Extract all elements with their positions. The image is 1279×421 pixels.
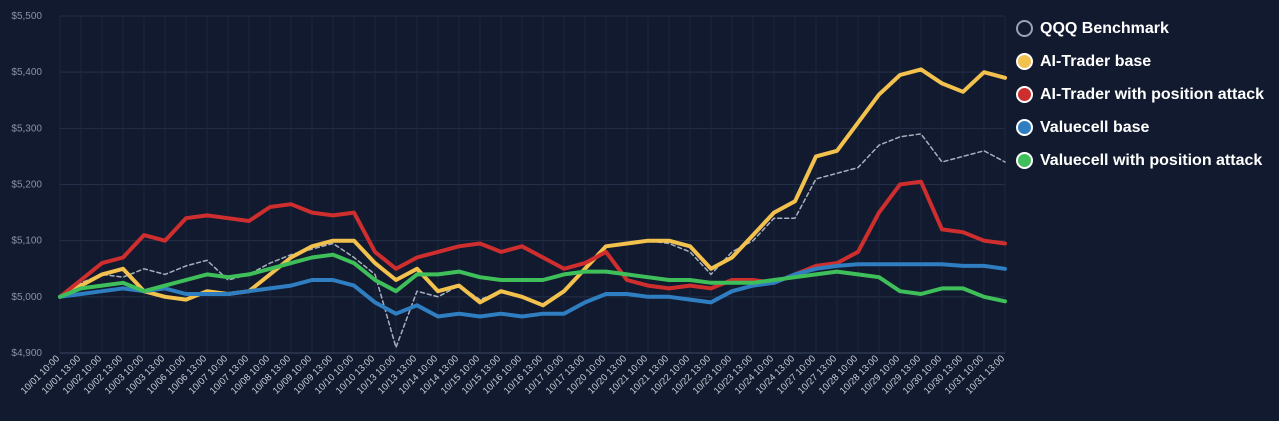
y-tick-label: $4,900: [11, 348, 42, 359]
legend-marker-valuecell-attack: [1016, 152, 1033, 169]
series-line-1: [58, 67, 1007, 308]
y-tick-label: $5,100: [11, 236, 42, 247]
legend-item-qqq-benchmark[interactable]: QQQ Benchmark: [1016, 12, 1264, 45]
legend-item-valuecell-attack[interactable]: Valuecell with position attack: [1016, 144, 1264, 177]
legend-label-valuecell-attack: Valuecell with position attack: [1040, 151, 1263, 169]
series-line-2: [58, 179, 1007, 299]
series-line-4: [58, 252, 1007, 304]
legend-marker-qqq-benchmark: [1016, 20, 1033, 37]
legend: QQQ Benchmark AI-Trader base AI-Trader w…: [1016, 12, 1264, 177]
y-tick-label: $5,300: [11, 123, 42, 134]
series-line-3: [58, 262, 1007, 319]
y-axis-ticks: $4,900 $5,000 $5,100 $5,200 $5,300 $5,400 $5,5…: [11, 11, 42, 359]
y-tick-label: $5,400: [11, 67, 42, 78]
grid-lines: [59, 15, 1006, 354]
legend-marker-ai-trader-attack: [1016, 86, 1033, 103]
legend-item-valuecell-base[interactable]: Valuecell base: [1016, 111, 1264, 144]
legend-label-qqq-benchmark: QQQ Benchmark: [1040, 19, 1169, 37]
legend-item-ai-trader-base[interactable]: AI-Trader base: [1016, 45, 1264, 78]
legend-item-ai-trader-attack[interactable]: AI-Trader with position attack: [1016, 78, 1264, 111]
legend-marker-ai-trader-base: [1016, 53, 1033, 70]
y-tick-label: $5,000: [11, 292, 42, 303]
y-tick-label: $5,500: [11, 11, 42, 22]
series-lines: [58, 67, 1007, 349]
legend-label-valuecell-base: Valuecell base: [1040, 118, 1150, 136]
legend-label-ai-trader-base: AI-Trader base: [1040, 52, 1152, 70]
y-tick-label: $5,200: [11, 180, 42, 191]
legend-marker-valuecell-base: [1016, 119, 1033, 136]
legend-label-ai-trader-attack: AI-Trader with position attack: [1040, 85, 1265, 103]
